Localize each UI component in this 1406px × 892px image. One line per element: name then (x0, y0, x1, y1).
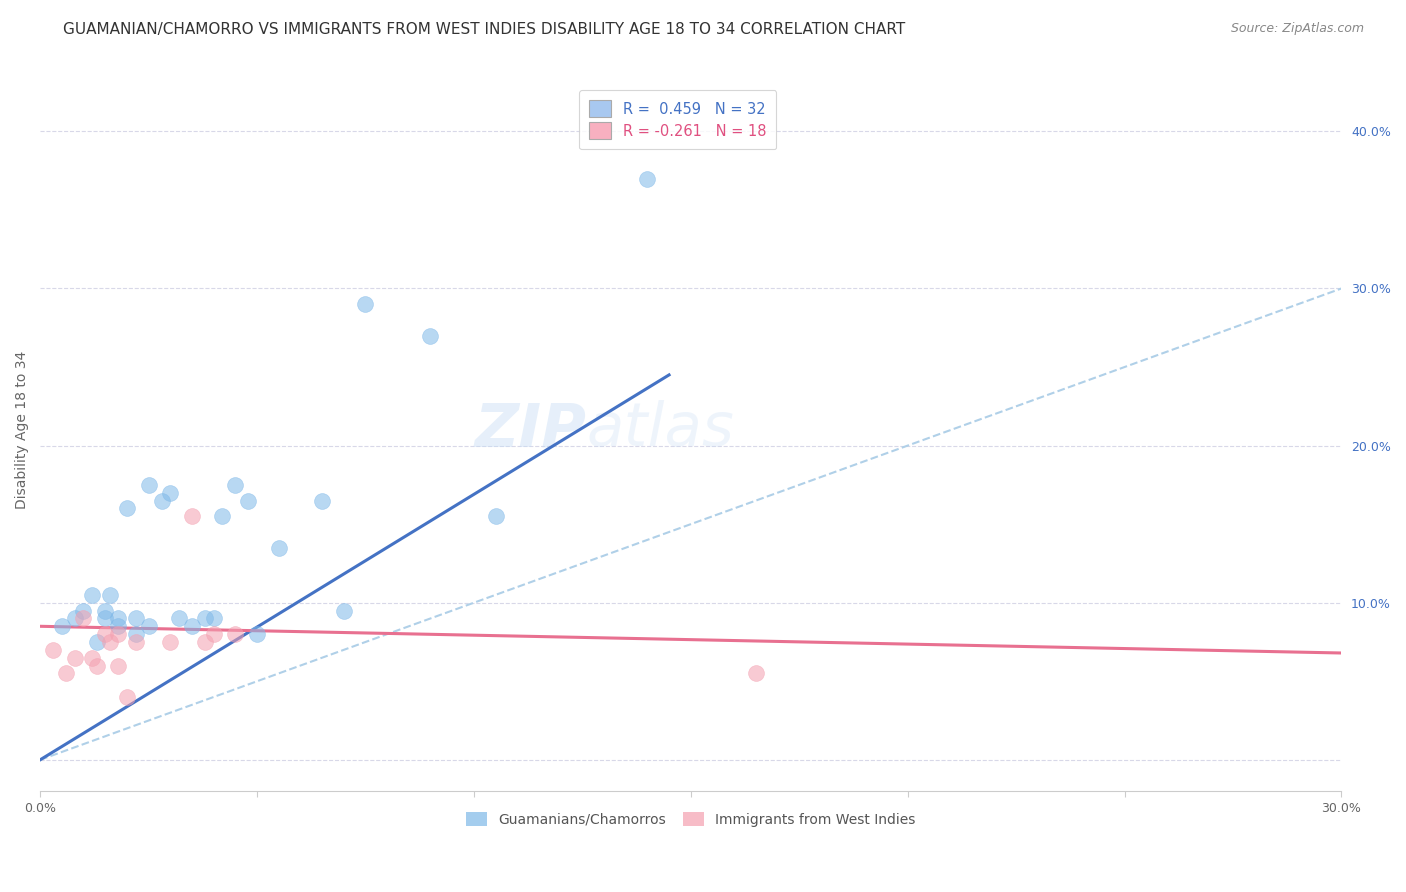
Point (124, 635, 146, 649)
Point (484, 509, 506, 524)
Point (181, 619, 204, 633)
Point (150, 493, 173, 508)
Text: GUAMANIAN/CHAMORRO VS IMMIGRANTS FROM WEST INDIES DISABILITY AGE 18 TO 34 CORREL: GUAMANIAN/CHAMORRO VS IMMIGRANTS FROM WE… (63, 22, 905, 37)
Point (159, 485, 181, 500)
Y-axis label: Disability Age 18 to 34: Disability Age 18 to 34 (15, 351, 30, 509)
Point (167, 611, 190, 625)
Point (42, 643, 65, 657)
Point (124, 627, 146, 641)
Text: Source: ZipAtlas.com: Source: ZipAtlas.com (1230, 22, 1364, 36)
Point (63, 611, 86, 625)
Point (94, 611, 117, 625)
Text: atlas: atlas (586, 401, 734, 459)
Point (202, 627, 225, 641)
Legend: Guamanians/Chamorros, Immigrants from West Indies: Guamanians/Chamorros, Immigrants from We… (458, 804, 924, 835)
Point (107, 627, 129, 641)
Point (354, 297, 377, 311)
Point (86, 658, 108, 673)
Point (202, 611, 225, 625)
Point (82, 588, 104, 602)
Point (51, 619, 73, 633)
Point (332, 604, 354, 618)
Point (211, 509, 233, 524)
Point (115, 501, 138, 516)
Point (86, 635, 108, 649)
Point (194, 635, 217, 649)
Point (159, 635, 181, 649)
Point (224, 627, 246, 641)
Point (636, 171, 658, 186)
Point (107, 611, 129, 625)
Point (55, 666, 77, 681)
Point (94, 627, 117, 641)
Point (194, 611, 217, 625)
Point (98, 588, 121, 602)
Point (107, 619, 129, 633)
Point (138, 619, 160, 633)
Point (72, 611, 94, 625)
Point (267, 541, 290, 555)
Point (419, 328, 441, 343)
Point (224, 478, 246, 492)
Point (181, 509, 204, 524)
Point (311, 493, 333, 508)
Point (94, 604, 117, 618)
Point (72, 604, 94, 618)
Point (745, 666, 768, 681)
Point (246, 627, 269, 641)
Point (124, 611, 146, 625)
Point (238, 493, 260, 508)
Text: ZIP: ZIP (475, 401, 586, 459)
Point (82, 650, 104, 665)
Point (107, 658, 129, 673)
Point (138, 478, 160, 492)
Point (98, 635, 121, 649)
Point (115, 690, 138, 704)
Point (63, 650, 86, 665)
